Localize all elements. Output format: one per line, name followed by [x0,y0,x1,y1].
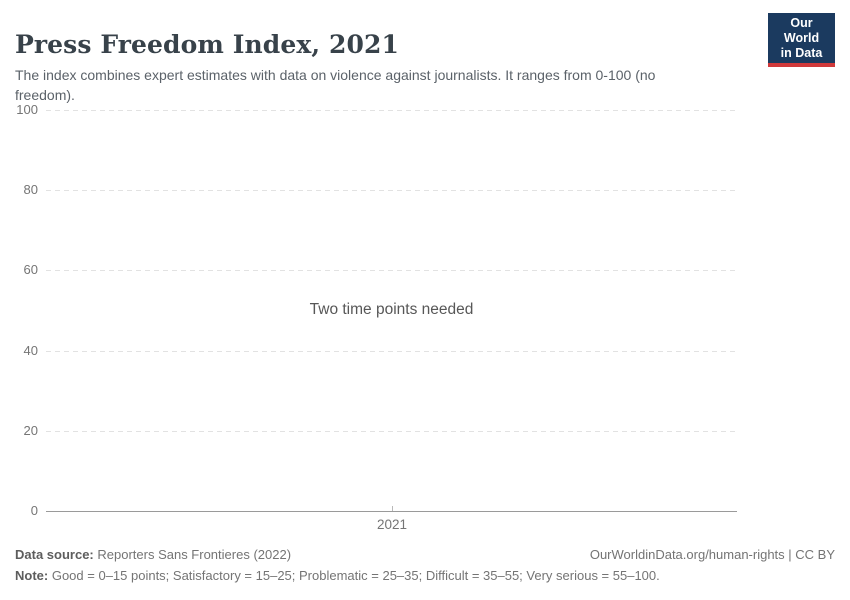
note-line: Note: Good = 0–15 points; Satisfactory =… [15,568,660,583]
owid-logo: Our World in Data [768,13,835,67]
x-axis-tick-label: 2021 [376,517,408,532]
owid-url-license: OurWorldinData.org/human-rights | CC BY [589,547,835,562]
owid-logo-line1: Our World [783,16,820,45]
y-gridline-60 [46,270,737,272]
y-axis-tick-label-40: 40 [23,342,38,358]
owid-logo-line2: in Data [780,46,823,60]
note-label: Note: [15,568,49,583]
chart-title: Press Freedom Index, 2021 [15,29,399,59]
no-data-message: Two time points needed [309,301,474,318]
y-axis-tick-label-20: 20 [23,422,38,438]
y-axis-tick-label-60: 60 [23,262,38,278]
y-gridline-40 [46,350,737,352]
data-source-value: Reporters Sans Frontieres (2022) [97,547,292,562]
chart-subtitle: The index combines expert estimates with… [15,67,656,103]
y-gridline-80 [46,190,737,192]
x-axis-line [46,511,737,512]
note-value: Good = 0–15 points; Satisfactory = 15–25… [51,568,660,583]
x-axis-tick-mark [392,506,393,511]
data-source-line: Data source: Reporters Sans Frontieres (… [15,547,291,562]
y-axis-tick-label-80: 80 [23,182,38,198]
data-source-label: Data source: [15,547,94,562]
y-gridline-100 [46,110,737,111]
y-axis-tick-label-0: 0 [30,503,38,518]
y-gridline-20 [46,430,737,432]
y-axis-tick-label-100: 100 [16,102,38,117]
